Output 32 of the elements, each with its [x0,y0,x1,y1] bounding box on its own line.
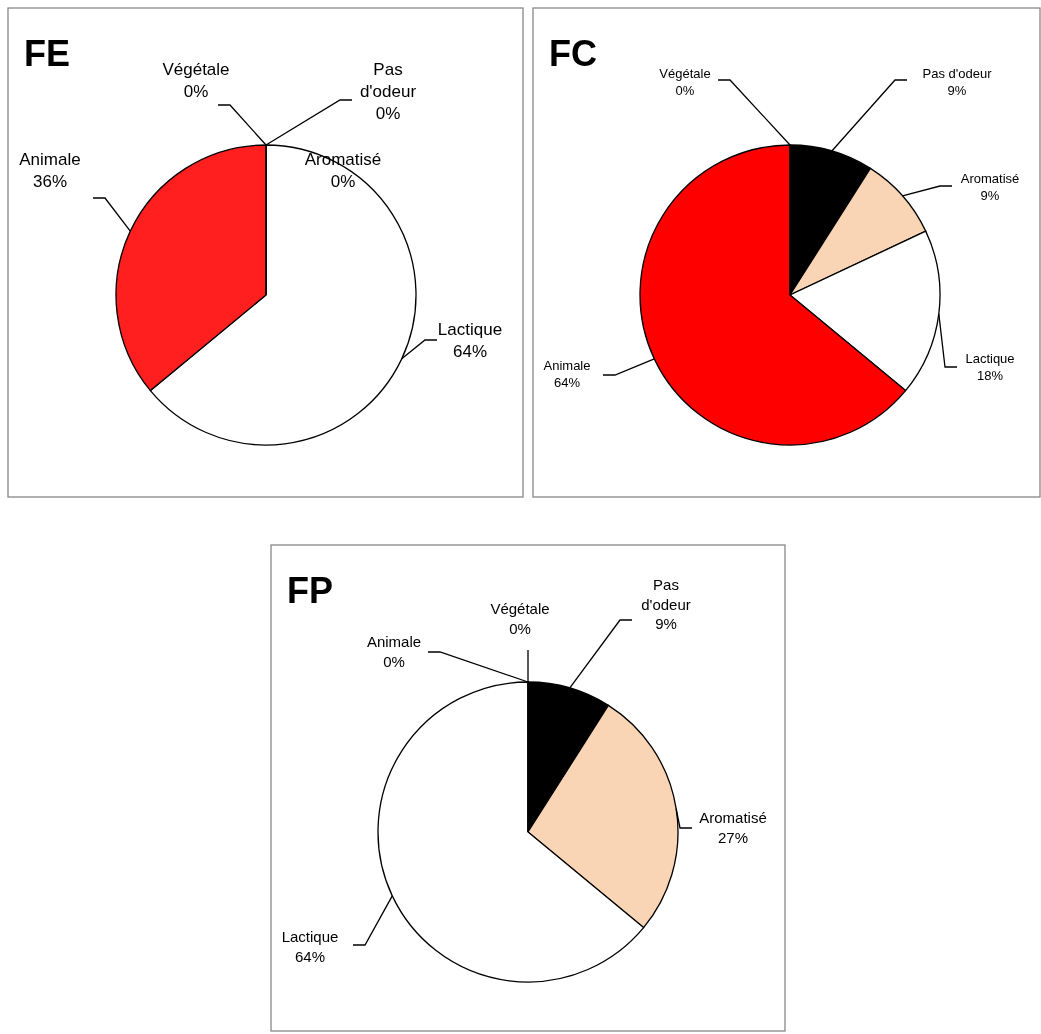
slice-label: Lactique [437,320,503,339]
slice-label: Lactique [965,351,1015,366]
data-label: 64% [294,947,326,965]
slice-label: Animale [543,358,591,373]
category-label: Pas d'odeur [359,60,417,102]
chart-title: FC [549,33,597,74]
data-label: 64% [553,374,581,390]
text: 0% [509,619,531,637]
data-label: 9% [980,187,1000,203]
chart-title: FP [287,570,334,611]
data-label: 9% [655,615,677,632]
slice-label: Animale [19,150,81,169]
data-label: 9% [947,82,967,98]
data-label: 18% [976,367,1004,383]
slice-label: Aromatisé [699,809,767,826]
slice-label: Lactique [281,928,339,945]
text: 0% [375,104,401,124]
category-label: Végétale [659,66,711,81]
chart-title: FE [24,33,71,74]
category-label: Animale [366,633,422,650]
text: 0% [383,652,405,670]
slice-label: Pas d'odeur [922,66,993,81]
category-label: Végétale [490,600,550,617]
data-label: 36% [32,172,68,192]
slice-label: Pas d'odeur [641,576,691,613]
text: 0% [183,82,209,102]
text: 0% [330,172,356,192]
data-label: 64% [452,342,488,362]
slice-label: Aromatisé [960,171,1020,186]
text: 0% [675,82,695,98]
data-label: 27% [717,828,749,846]
category-label: Végétale [162,60,230,79]
